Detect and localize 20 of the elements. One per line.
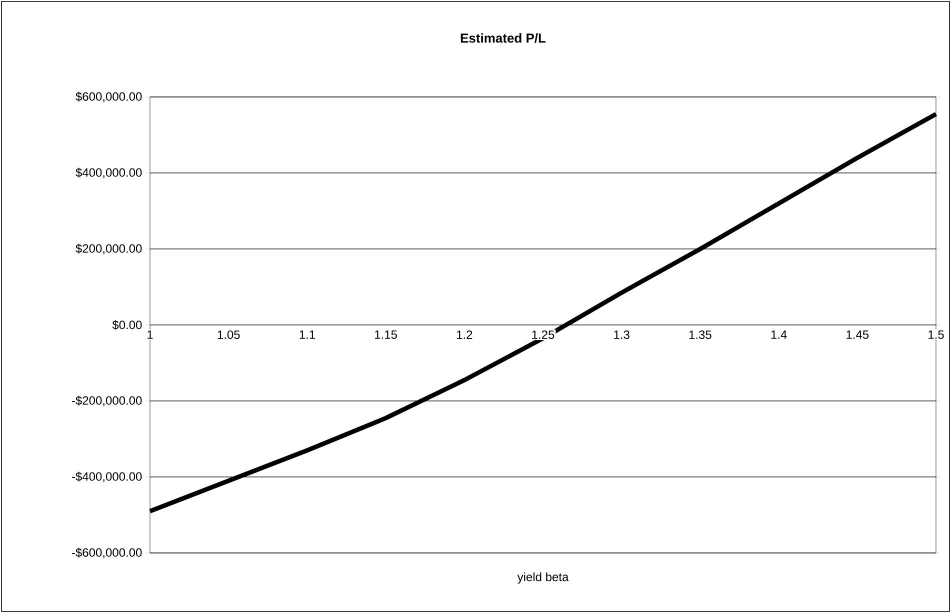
y-tick-label: $600,000.00 <box>76 92 142 102</box>
x-tick-label: 1.15 <box>375 330 397 339</box>
y-tick-label: $0.00 <box>112 320 142 330</box>
x-axis-title: yield beta <box>517 572 569 584</box>
x-tick-label: 1.5 <box>928 330 944 339</box>
x-tick-label: 1.25 <box>532 330 554 339</box>
x-tick-label: 1.2 <box>456 330 472 339</box>
x-tick-label: 1.3 <box>614 330 630 339</box>
y-tick-label: -$200,000.00 <box>72 396 142 406</box>
y-tick-label: $200,000.00 <box>76 244 142 254</box>
x-tick-label: 1.4 <box>771 330 787 339</box>
x-tick-label: 1.45 <box>846 330 869 339</box>
x-tick-label: 1.1 <box>300 330 315 339</box>
chart-title: Estimated P/L <box>460 33 546 43</box>
y-tick-label: -$400,000.00 <box>72 472 142 482</box>
y-tick-label: -$600,000.00 <box>72 548 142 558</box>
x-tick-label: 1.05 <box>218 330 240 339</box>
x-tick-label: 1 <box>148 330 153 339</box>
y-tick-label: $400,000.00 <box>76 168 142 178</box>
x-tick-label: 1.35 <box>689 330 712 339</box>
